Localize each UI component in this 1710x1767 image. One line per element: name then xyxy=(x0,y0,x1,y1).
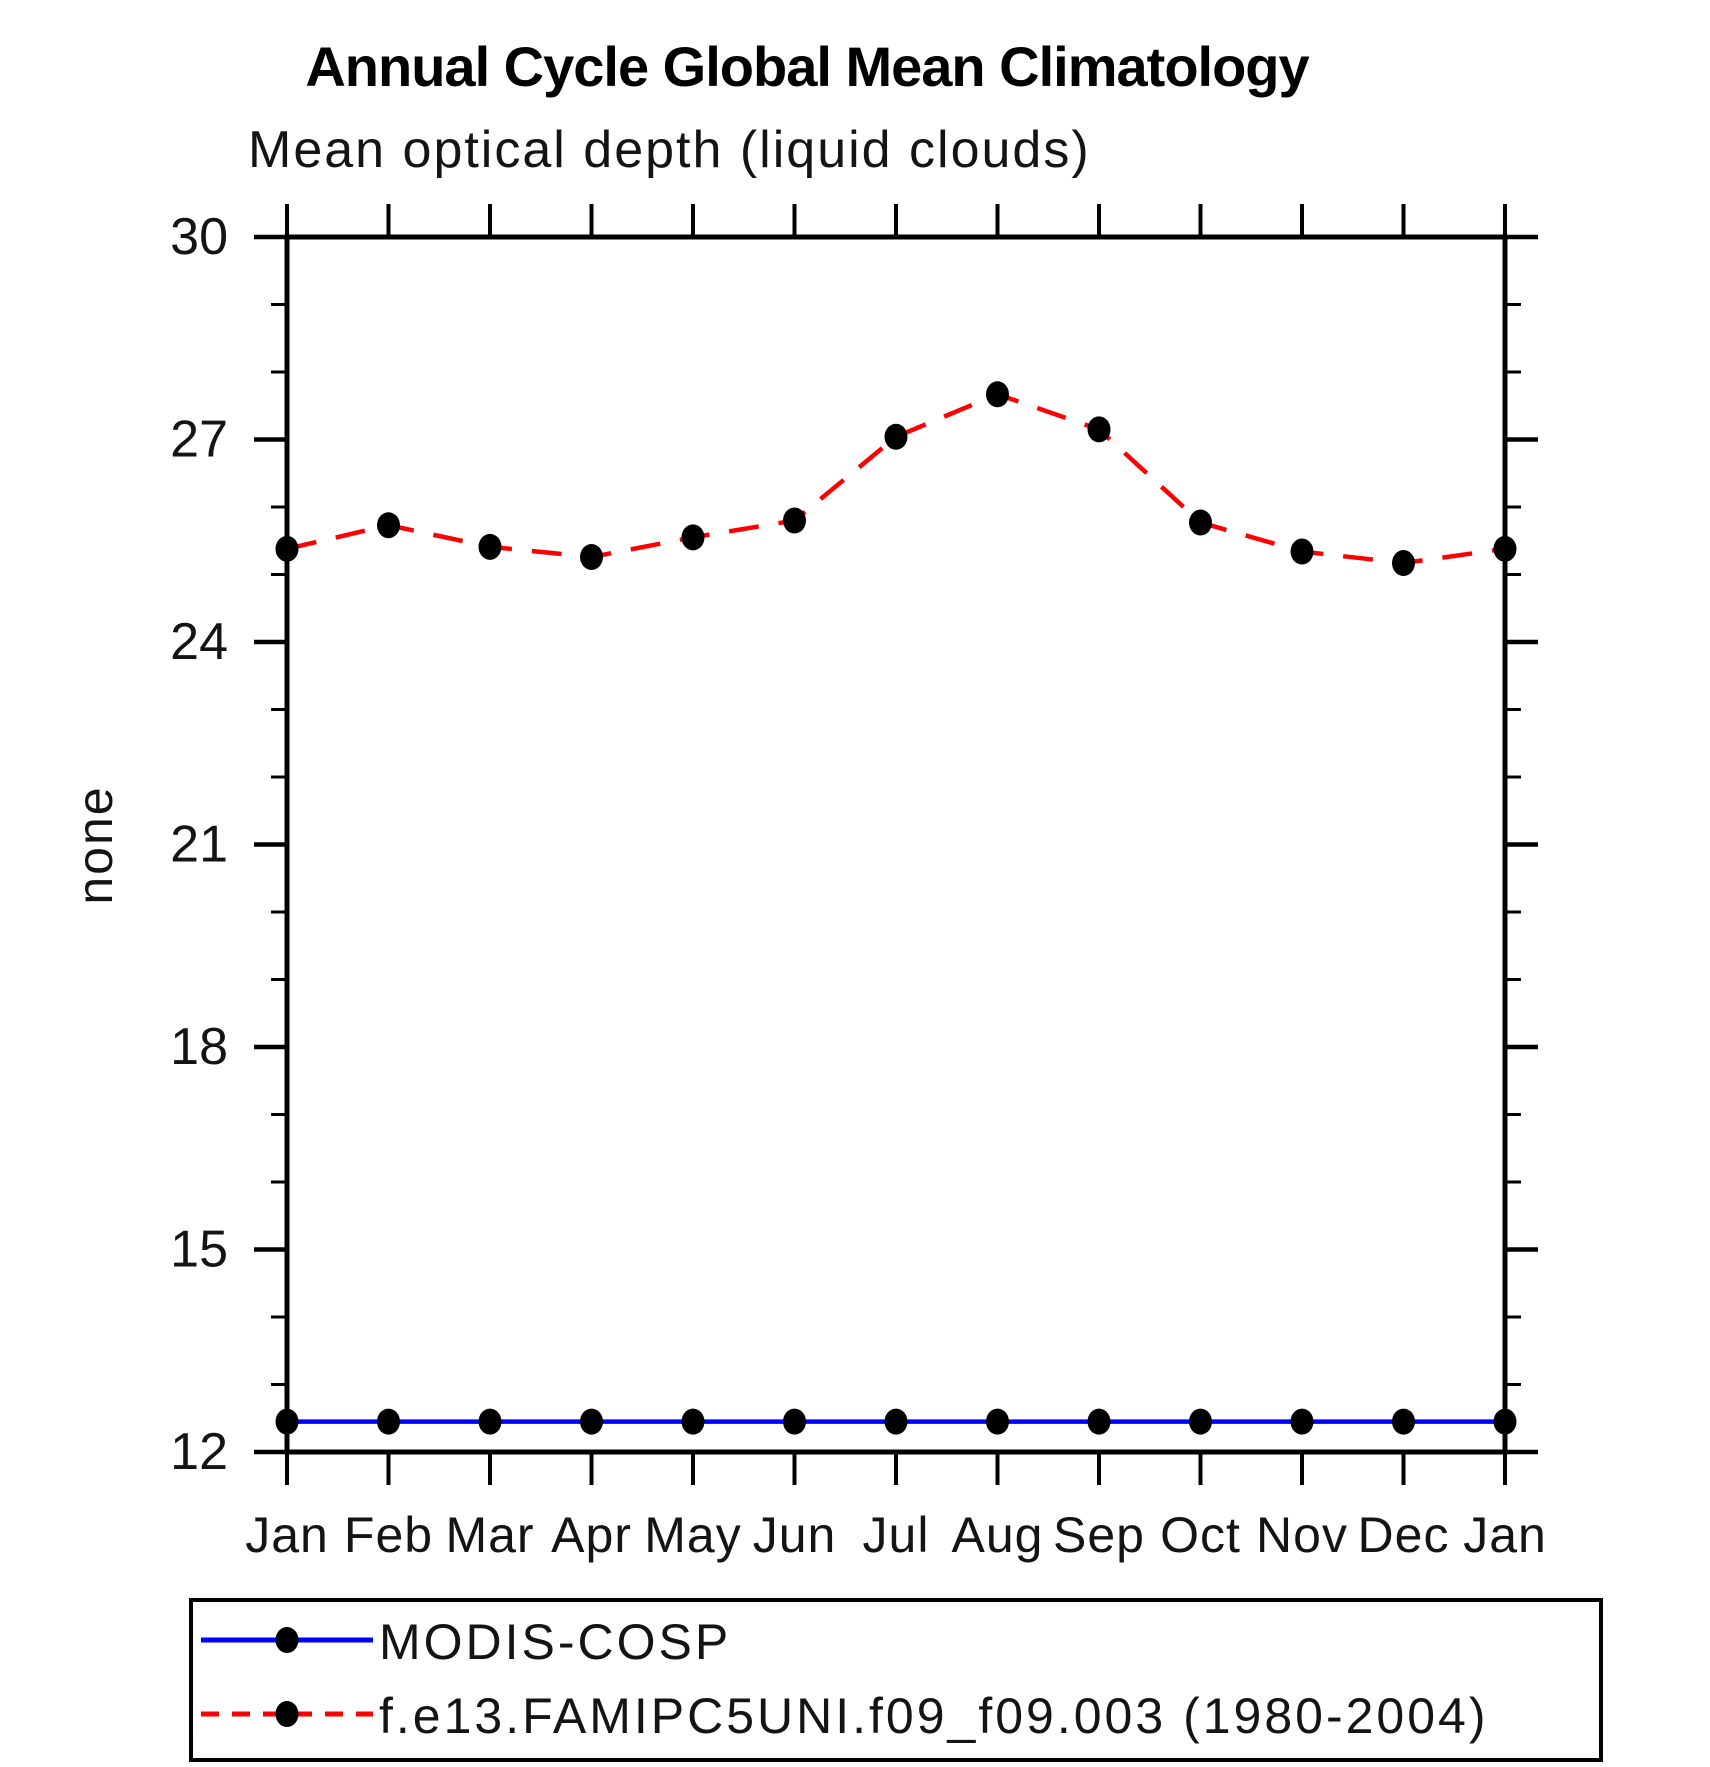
legend-marker xyxy=(275,1700,299,1727)
y-axis-tick-label: 12 xyxy=(170,1423,228,1481)
y-axis-tick-label: 27 xyxy=(170,411,228,469)
series-line-1 xyxy=(286,391,1506,566)
data-point-marker xyxy=(275,535,299,562)
legend-line-sample xyxy=(201,1700,373,1727)
y-axis-tick-label: 24 xyxy=(170,613,228,671)
data-point-marker xyxy=(580,1408,603,1435)
data-point-marker xyxy=(1189,1408,1212,1435)
legend-line-sample xyxy=(201,1626,373,1653)
x-axis-label: Jun xyxy=(753,1507,837,1563)
x-axis-label: Apr xyxy=(551,1507,632,1563)
y-axis-title: none xyxy=(67,785,123,904)
data-point-marker xyxy=(884,423,908,450)
data-point-marker xyxy=(580,543,603,570)
x-axis-label: Mar xyxy=(445,1507,534,1563)
legend-swatch-1 xyxy=(197,1692,377,1741)
legend-row: MODIS-COSP xyxy=(197,1614,731,1670)
data-point-marker xyxy=(1087,1408,1111,1435)
x-axis-label: Sep xyxy=(1053,1507,1145,1563)
legend-swatch-0 xyxy=(197,1618,377,1667)
x-axis-label: Nov xyxy=(1256,1507,1348,1563)
x-axis-label: Aug xyxy=(952,1507,1044,1563)
data-point-marker xyxy=(884,1408,908,1435)
data-point-marker xyxy=(986,1408,1009,1435)
data-point-marker xyxy=(1189,509,1212,536)
y-axis-tick-label: 15 xyxy=(170,1221,228,1279)
data-point-marker xyxy=(1493,535,1517,562)
data-point-marker xyxy=(681,1408,705,1435)
data-point-marker xyxy=(1493,1408,1517,1435)
data-point-marker xyxy=(1392,550,1415,577)
legend-label: MODIS-COSP xyxy=(379,1614,732,1670)
chart-subtitle: Mean optical depth (liquid clouds) xyxy=(248,121,1091,179)
legend-box: MODIS-COSP f.e13.FAMIPC5UNI.f09_f09.003 … xyxy=(189,1598,1603,1762)
x-axis-label: Jul xyxy=(863,1507,930,1563)
y-axis-tick-label: 18 xyxy=(170,1018,228,1076)
y-axis-tick-label: 30 xyxy=(170,208,228,266)
data-point-marker xyxy=(478,533,502,560)
plot-frame xyxy=(284,234,1508,1455)
data-point-marker xyxy=(478,1408,502,1435)
x-axis-label: May xyxy=(644,1507,741,1563)
x-axis-label: Jan xyxy=(1463,1507,1547,1563)
chart-title: Annual Cycle Global Mean Climatology xyxy=(305,35,1309,98)
legend-row: f.e13.FAMIPC5UNI.f09_f09.003 (1980-2004) xyxy=(197,1688,1488,1744)
legend-marker xyxy=(275,1626,299,1653)
x-axis-label: Jan xyxy=(245,1507,329,1563)
x-axis-label: Dec xyxy=(1358,1507,1450,1563)
data-point-marker xyxy=(1290,1408,1314,1435)
data-point-marker xyxy=(275,1408,299,1435)
x-axis-label: Feb xyxy=(344,1507,433,1563)
y-axis-tick-label: 21 xyxy=(170,816,228,874)
data-point-marker xyxy=(1087,416,1111,443)
data-point-marker xyxy=(783,507,806,534)
x-axis-label: Oct xyxy=(1160,1507,1241,1563)
data-point-marker xyxy=(986,381,1009,408)
data-point-marker xyxy=(783,1408,806,1435)
legend-label: f.e13.FAMIPC5UNI.f09_f09.003 (1980-2004) xyxy=(379,1688,1489,1744)
data-point-marker xyxy=(1290,538,1314,565)
data-point-marker xyxy=(1392,1408,1415,1435)
data-point-marker xyxy=(377,1408,400,1435)
data-point-marker xyxy=(377,512,400,539)
data-point-marker xyxy=(681,524,705,551)
